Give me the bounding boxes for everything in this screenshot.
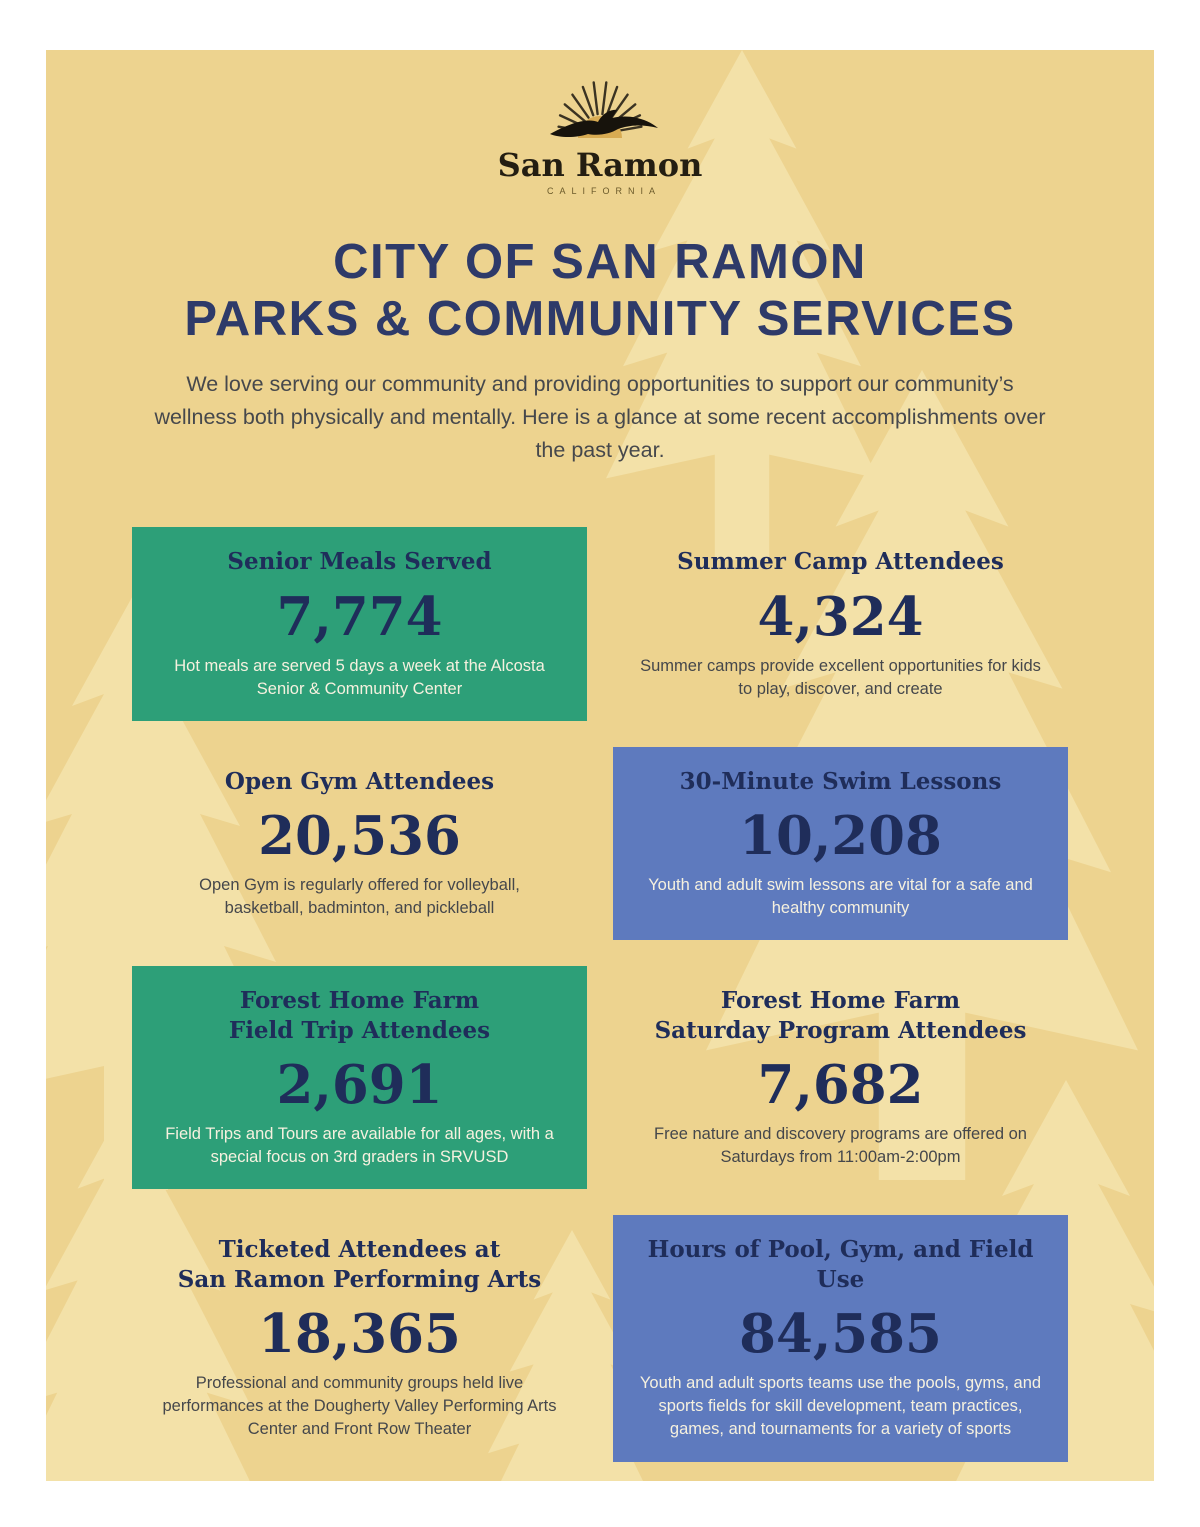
page-title-line2: PARKS & COMMUNITY SERVICES bbox=[184, 291, 1016, 346]
stat-value: 84,585 bbox=[739, 1303, 942, 1366]
stat-title: Hours of Pool, Gym, and Field Use bbox=[647, 1236, 1034, 1293]
stat-description: Free nature and discovery programs are o… bbox=[654, 1125, 1027, 1167]
stat-card: Senior Meals Served 7,774 Hot meals are se… bbox=[132, 527, 587, 721]
flyer-content: San Ramon CALIFORNIA CITY OF SAN RAMON P… bbox=[46, 50, 1154, 1481]
stat-description: Hot meals are served 5 days a week at th… bbox=[174, 656, 545, 698]
stat-description: Field Trips and Tours are available for … bbox=[165, 1125, 554, 1167]
logo-block: San Ramon CALIFORNIA bbox=[485, 72, 715, 212]
stat-card: Forest Home Farm Saturday Program Attend… bbox=[613, 966, 1068, 1189]
stat-value: 7,774 bbox=[276, 585, 443, 648]
stat-card: Forest Home Farm Field Trip Attendees 2,6… bbox=[132, 966, 587, 1190]
stat-title: Senior Meals Served bbox=[227, 548, 492, 576]
stat-title: Open Gym Attendees bbox=[224, 767, 495, 795]
stat-title: Ticketed Attendees at San Ramon Performi… bbox=[177, 1236, 542, 1293]
stat-value: 18,365 bbox=[258, 1303, 461, 1366]
stat-description: Professional and community groups held l… bbox=[162, 1374, 557, 1439]
stat-description: Open Gym is regularly offered for volley… bbox=[199, 876, 520, 918]
san-ramon-logo-icon: San Ramon CALIFORNIA bbox=[498, 81, 703, 196]
stat-card: Summer Camp Attendees 4,324 Summer camps p… bbox=[613, 527, 1068, 721]
intro-paragraph: We love serving our community and provid… bbox=[154, 371, 1046, 463]
stat-value: 4,324 bbox=[757, 585, 924, 648]
stats-grid: Senior Meals Served 7,774 Hot meals are se… bbox=[132, 527, 1068, 1462]
stat-description: Summer camps provide excellent opportuni… bbox=[640, 656, 1041, 698]
flyer-canvas: San Ramon CALIFORNIA CITY OF SAN RAMON P… bbox=[46, 50, 1154, 1481]
stat-title: 30-Minute Swim Lessons bbox=[679, 767, 1002, 795]
stat-card: 30-Minute Swim Lessons 10,208 Youth and ad… bbox=[613, 746, 1068, 941]
stat-card: Hours of Pool, Gym, and Field Use 84,585 Y… bbox=[613, 1215, 1068, 1462]
stat-card: Open Gym Attendees 20,536 Open Gym is regu… bbox=[132, 747, 587, 941]
stat-title: Summer Camp Attendees bbox=[677, 548, 1004, 576]
stat-card: Ticketed Attendees at San Ramon Performi… bbox=[132, 1215, 587, 1461]
stat-value: 20,536 bbox=[258, 805, 461, 868]
page-title: CITY OF SAN RAMON PARKS & COMMUNITY SERV… bbox=[184, 234, 1015, 348]
stat-description: Youth and adult sports teams use the poo… bbox=[639, 1374, 1042, 1439]
stat-value: 2,691 bbox=[276, 1054, 443, 1117]
page-title-line1: CITY OF SAN RAMON bbox=[333, 235, 867, 289]
stat-value: 10,208 bbox=[739, 805, 942, 868]
stat-title: Forest Home Farm Saturday Program Attend… bbox=[654, 987, 1027, 1044]
stat-description: Youth and adult swim lessons are vital f… bbox=[648, 876, 1033, 918]
logo-wordmark: San Ramon bbox=[498, 146, 703, 184]
stat-value: 7,682 bbox=[757, 1054, 924, 1117]
stat-title: Forest Home Farm Field Trip Attendees bbox=[228, 987, 491, 1044]
eagle-icon bbox=[550, 109, 658, 137]
logo-subtext: CALIFORNIA bbox=[547, 186, 661, 196]
